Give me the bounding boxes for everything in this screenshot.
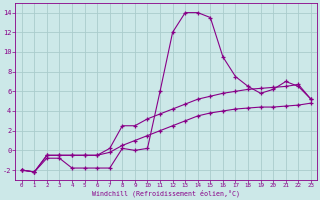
X-axis label: Windchill (Refroidissement éolien,°C): Windchill (Refroidissement éolien,°C) [92, 190, 240, 197]
